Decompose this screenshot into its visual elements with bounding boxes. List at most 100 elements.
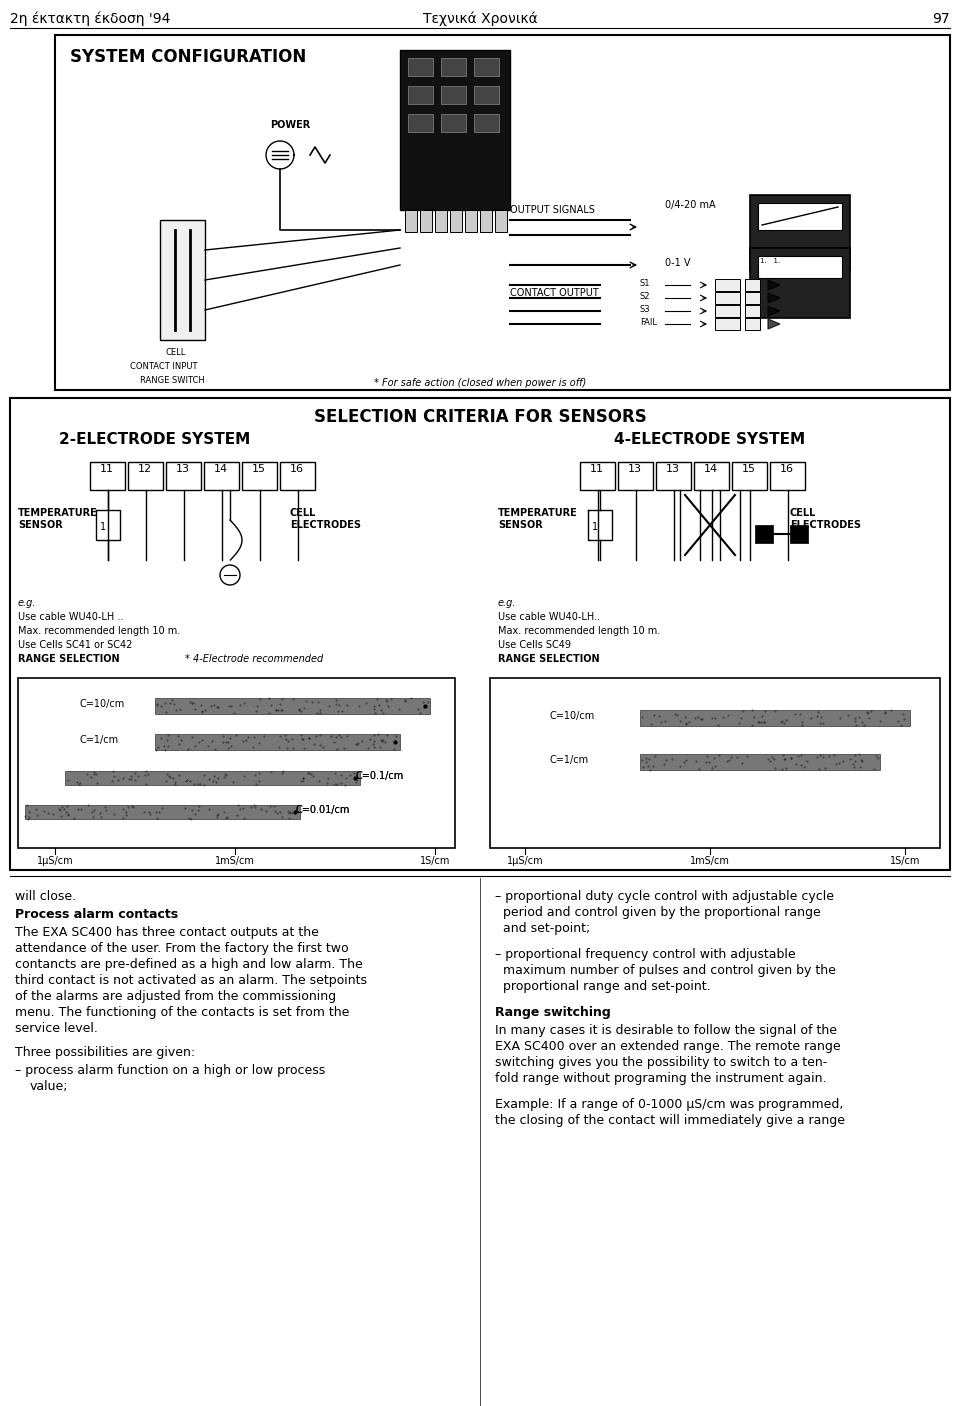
Polygon shape bbox=[768, 319, 780, 329]
Text: period and control given by the proportional range: period and control given by the proporti… bbox=[495, 905, 821, 920]
Bar bbox=[441, 58, 466, 76]
Bar bbox=[25, 806, 300, 820]
Text: 1: 1 bbox=[592, 522, 598, 531]
Text: Use cable WU40-LH ..: Use cable WU40-LH .. bbox=[18, 612, 124, 621]
Bar bbox=[580, 463, 615, 491]
Text: 2η έκτακτη έκδοση '94: 2η έκτακτη έκδοση '94 bbox=[10, 13, 170, 27]
Text: maximum number of pulses and control given by the: maximum number of pulses and control giv… bbox=[495, 965, 836, 977]
Bar bbox=[755, 524, 773, 543]
Polygon shape bbox=[768, 280, 780, 290]
Bar bbox=[745, 292, 760, 304]
Text: 14: 14 bbox=[704, 464, 718, 474]
Text: fold range without programing the instrument again.: fold range without programing the instru… bbox=[495, 1071, 827, 1085]
Bar bbox=[790, 524, 808, 543]
Bar bbox=[715, 305, 740, 316]
Bar bbox=[732, 463, 767, 491]
Text: Use cable WU40-LH..: Use cable WU40-LH.. bbox=[498, 612, 600, 621]
Bar bbox=[480, 209, 492, 232]
Text: In many cases it is desirable to follow the signal of the: In many cases it is desirable to follow … bbox=[495, 1024, 837, 1038]
Bar bbox=[408, 114, 433, 132]
Text: – proportional frequency control with adjustable: – proportional frequency control with ad… bbox=[495, 948, 796, 960]
Text: CELL: CELL bbox=[165, 349, 185, 357]
Bar bbox=[166, 463, 201, 491]
Text: CONTACT INPUT: CONTACT INPUT bbox=[130, 361, 198, 371]
Text: CELL
ELECTRODES: CELL ELECTRODES bbox=[290, 508, 361, 530]
Bar bbox=[405, 209, 417, 232]
Bar bbox=[694, 463, 729, 491]
Text: Range switching: Range switching bbox=[495, 1007, 611, 1019]
Text: S1: S1 bbox=[640, 278, 651, 288]
Bar bbox=[640, 710, 910, 725]
Bar bbox=[450, 209, 462, 232]
Text: menu. The functioning of the contacts is set from the: menu. The functioning of the contacts is… bbox=[15, 1007, 349, 1019]
Text: Use Cells SC41 or SC42: Use Cells SC41 or SC42 bbox=[18, 640, 132, 650]
Text: 16: 16 bbox=[290, 464, 304, 474]
Text: proportional range and set-point.: proportional range and set-point. bbox=[495, 980, 710, 993]
Bar bbox=[474, 86, 499, 104]
Bar bbox=[745, 305, 760, 316]
Bar bbox=[715, 318, 740, 330]
Bar bbox=[465, 209, 477, 232]
Text: C=0.01/cm: C=0.01/cm bbox=[295, 806, 349, 815]
Text: 1S/cm: 1S/cm bbox=[420, 856, 450, 866]
Text: Τεχνικά Χρονικά: Τεχνικά Χρονικά bbox=[422, 13, 538, 27]
Text: S3: S3 bbox=[640, 305, 651, 314]
Bar bbox=[745, 318, 760, 330]
Text: value;: value; bbox=[30, 1080, 68, 1092]
Bar bbox=[770, 463, 805, 491]
Text: Example: If a range of 0-1000 μS/cm was programmed,: Example: If a range of 0-1000 μS/cm was … bbox=[495, 1098, 844, 1111]
Text: 1: 1 bbox=[100, 522, 107, 531]
Bar bbox=[618, 463, 653, 491]
Text: 97: 97 bbox=[932, 13, 950, 25]
Text: The EXA SC400 has three contact outputs at the: The EXA SC400 has three contact outputs … bbox=[15, 927, 319, 939]
Text: 0/4-20 mA: 0/4-20 mA bbox=[665, 200, 715, 209]
Text: 15: 15 bbox=[742, 464, 756, 474]
Bar bbox=[10, 398, 950, 870]
Bar bbox=[750, 247, 850, 318]
Text: service level.: service level. bbox=[15, 1022, 98, 1035]
Bar bbox=[400, 51, 510, 209]
Text: TEMPERATURE
SENSOR: TEMPERATURE SENSOR bbox=[498, 508, 578, 530]
Text: EXA SC400 over an extended range. The remote range: EXA SC400 over an extended range. The re… bbox=[495, 1040, 841, 1053]
Text: 4-ELECTRODE SYSTEM: 4-ELECTRODE SYSTEM bbox=[614, 432, 805, 447]
Text: POWER: POWER bbox=[270, 120, 310, 129]
Bar bbox=[715, 292, 740, 304]
Text: C=10/cm: C=10/cm bbox=[80, 699, 125, 709]
Text: Max. recommended length 10 m.: Max. recommended length 10 m. bbox=[18, 626, 180, 636]
Bar bbox=[490, 678, 940, 848]
Text: * For safe action (closed when power is off): * For safe action (closed when power is … bbox=[373, 378, 587, 388]
Text: will close.: will close. bbox=[15, 890, 76, 903]
Text: C=0.01/cm: C=0.01/cm bbox=[295, 806, 349, 815]
Text: RANGE SWITCH: RANGE SWITCH bbox=[140, 375, 204, 385]
Bar bbox=[55, 35, 950, 389]
Text: SELECTION CRITERIA FOR SENSORS: SELECTION CRITERIA FOR SENSORS bbox=[314, 408, 646, 426]
Bar bbox=[128, 463, 163, 491]
Text: switching gives you the possibility to switch to a ten-: switching gives you the possibility to s… bbox=[495, 1056, 828, 1069]
Text: 1mS/cm: 1mS/cm bbox=[690, 856, 730, 866]
Text: and set-point;: and set-point; bbox=[495, 922, 590, 935]
Text: e.g.: e.g. bbox=[18, 598, 36, 607]
Text: 16: 16 bbox=[780, 464, 794, 474]
Text: Three possibilities are given:: Three possibilities are given: bbox=[15, 1046, 195, 1059]
Text: the closing of the contact will immediately give a range: the closing of the contact will immediat… bbox=[495, 1114, 845, 1128]
Bar bbox=[435, 209, 447, 232]
Text: Max. recommended length 10 m.: Max. recommended length 10 m. bbox=[498, 626, 660, 636]
Text: C=0.1/cm: C=0.1/cm bbox=[355, 770, 403, 780]
Bar bbox=[495, 209, 507, 232]
Text: * 4-Electrode recommended: * 4-Electrode recommended bbox=[185, 654, 324, 664]
Text: 1μS/cm: 1μS/cm bbox=[36, 856, 73, 866]
Text: C=0.1/cm: C=0.1/cm bbox=[355, 770, 403, 780]
Text: 1.   1.: 1. 1. bbox=[760, 257, 780, 264]
Text: Use Cells SC49: Use Cells SC49 bbox=[498, 640, 571, 650]
Text: – process alarm function on a high or low process: – process alarm function on a high or lo… bbox=[15, 1064, 325, 1077]
Bar bbox=[204, 463, 239, 491]
Bar bbox=[656, 463, 691, 491]
Polygon shape bbox=[768, 307, 780, 316]
Text: 0-1 V: 0-1 V bbox=[665, 257, 690, 269]
Text: FAIL: FAIL bbox=[640, 318, 657, 328]
Bar bbox=[758, 256, 842, 278]
Text: contancts are pre-defined as a high and low alarm. The: contancts are pre-defined as a high and … bbox=[15, 957, 363, 972]
Text: – proportional duty cycle control with adjustable cycle: – proportional duty cycle control with a… bbox=[495, 890, 834, 903]
Bar bbox=[441, 114, 466, 132]
Bar bbox=[441, 86, 466, 104]
